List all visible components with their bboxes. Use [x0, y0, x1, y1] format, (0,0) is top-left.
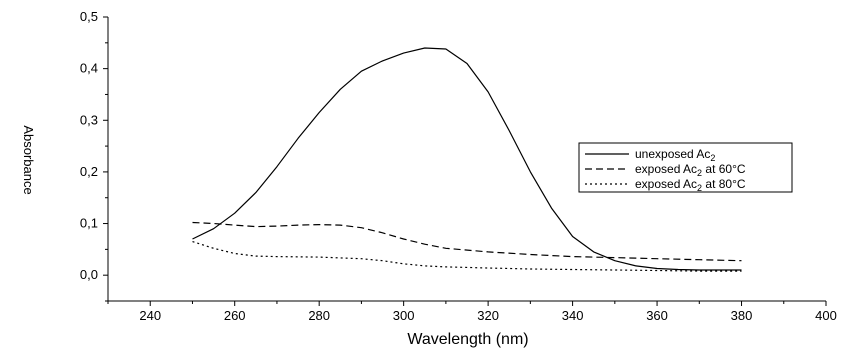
y-tick-label: 0,2: [80, 164, 98, 179]
x-tick-label: 260: [224, 308, 246, 323]
y-tick-label: 0,1: [80, 216, 98, 231]
plot-frame: [107, 17, 826, 302]
y-axis-title: Absorbance: [21, 125, 36, 194]
series-group: [192, 47, 742, 272]
x-ticks: 240 260 280 300 320 340 360 380 400: [107, 301, 837, 323]
legend-box: [578, 142, 793, 193]
x-axis-title: Wavelength (nm): [407, 331, 528, 348]
legend-label: exposed Ac2 at 60°C: [635, 162, 746, 178]
y-tick-label: 0,5: [80, 9, 98, 24]
x-tick-label: 340: [562, 308, 584, 323]
y-tick-label: 0,0: [80, 267, 98, 282]
y-tick-label: 0,3: [80, 112, 98, 127]
x-tick-label: 240: [139, 308, 161, 323]
x-tick-label: 400: [815, 308, 837, 323]
legend-label: exposed Ac2 at 80°C: [635, 177, 746, 193]
series-line: [192, 47, 742, 271]
series-line: [192, 221, 742, 262]
x-tick-label: 380: [731, 308, 753, 323]
legend-label: unexposed Ac2: [635, 147, 715, 163]
y-tick-label: 0,4: [80, 61, 98, 76]
y-ticks: 0,0 0,1 0,2 0,3 0,4 0,5: [80, 9, 108, 302]
x-tick-label: 320: [477, 308, 499, 323]
x-tick-label: 300: [393, 308, 415, 323]
x-tick-label: 280: [308, 308, 330, 323]
x-tick-label: 360: [646, 308, 668, 323]
series-line: [192, 241, 742, 272]
